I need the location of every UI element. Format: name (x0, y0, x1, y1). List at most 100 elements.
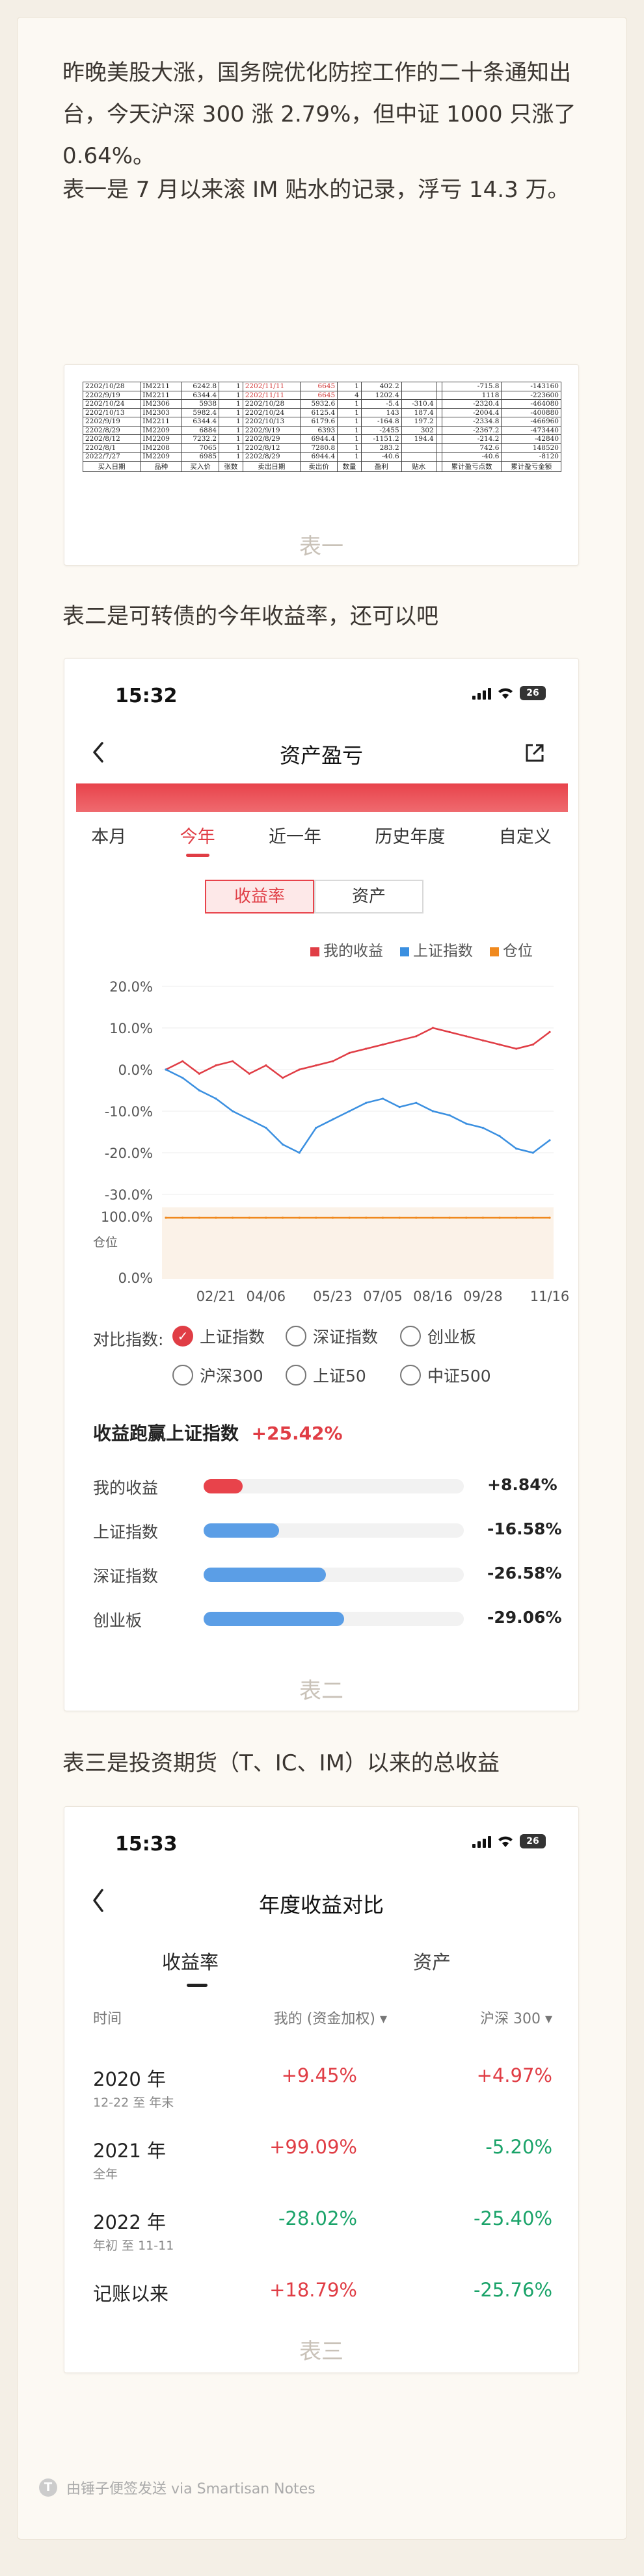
table-cell: -2455 (360, 425, 402, 435)
series-line-0 (165, 1027, 550, 1079)
x-tick-label: 05/23 (313, 1289, 353, 1304)
seg-assets[interactable]: 资产 (314, 880, 423, 913)
bar-label: 我的收益 (93, 1479, 159, 1497)
status-time: 15:32 (115, 685, 178, 707)
sort-icon: ▾ (544, 2011, 552, 2027)
table-cell (435, 408, 442, 417)
table-cell: 品种 (140, 460, 182, 472)
series-point-0 (431, 1027, 435, 1029)
bar-track (204, 1568, 464, 1582)
tab-last-year[interactable]: 近一年 (268, 827, 321, 847)
tab-this-month[interactable]: 本月 (91, 827, 127, 847)
option-csi300[interactable]: 沪深300 (172, 1363, 263, 1387)
battery-icon: 26 (520, 1834, 546, 1848)
table-cell: 5982.4 (181, 408, 220, 417)
table-cell: 2202/8/29 (242, 434, 301, 444)
back-icon[interactable] (90, 1887, 106, 1913)
option-chinext[interactable]: 创业板 (400, 1324, 476, 1348)
seg-return-rate[interactable]: 收益率 (205, 880, 314, 913)
table-cell: 2202/8/29 (82, 425, 141, 435)
series-point-2 (498, 1216, 501, 1219)
table-cell: 302 (401, 425, 436, 435)
table-cell: 数量 (337, 460, 362, 472)
table-row: 2202/9/19 IM2211 6344.4 1 2202/10/13 6179.6 1-… (82, 417, 561, 427)
tab-return-rate[interactable]: 收益率 (162, 1951, 219, 1973)
option-sse50[interactable]: 上证50 (286, 1363, 366, 1387)
table-cell: IM2303 (140, 408, 182, 417)
y-tick-label: -30.0% (105, 1187, 153, 1203)
table-cell: 1 (337, 425, 362, 435)
table-cell: -310.4 (401, 399, 436, 409)
series-point-0 (298, 1068, 301, 1071)
tab-custom[interactable]: 自定义 (498, 827, 552, 847)
header-banner (76, 783, 568, 812)
bar-fill (204, 1568, 326, 1582)
share-icon[interactable] (524, 742, 546, 764)
col-mine[interactable]: 我的 (资金加权) ▾ (273, 2011, 387, 2027)
series-point-2 (265, 1216, 267, 1219)
table-cell: 2202/10/28 (82, 382, 141, 391)
table-cell: 2202/11/11 (242, 390, 301, 400)
table-cell: 张数 (219, 460, 243, 472)
table-cell: 2202/9/19 (82, 390, 141, 400)
return-chart: 20.0% 10.0% 0.0% -10.0% -20.0% -30.0% 100.0% 0.… (93, 979, 570, 1304)
paragraph-table2-intro: 表二是可转债的今年收益率，还可以吧 (62, 603, 438, 629)
comparison-bar-row: 我的收益 +8.84% (93, 1471, 557, 1497)
table-cell: -715.8 (441, 382, 502, 391)
row-mine: +18.79% (269, 2279, 357, 2301)
table-cell: 6179.6 (299, 417, 338, 427)
series-point-2 (248, 1216, 250, 1219)
tab-history[interactable]: 历史年度 (375, 827, 446, 847)
footer-text[interactable]: 由锤子便签发送 via Smartisan Notes (66, 2481, 315, 2497)
series-point-1 (165, 1068, 167, 1071)
im-trade-table: 2202/10/28 IM2211 6242.8 1 2202/11/11 6645 1 40… (82, 382, 561, 473)
row-year: 记账以来 (93, 2283, 169, 2305)
table-cell: 2202/10/24 (82, 399, 141, 409)
table-cell: 6125.4 (299, 408, 338, 417)
table-cell: 1 (219, 452, 243, 462)
table-cell: 6944.4 (299, 452, 338, 462)
table-cell: -5.4 (360, 399, 402, 409)
comparison-bar-row: 上证指数 -16.58% (93, 1516, 562, 1542)
signal-icon (472, 687, 491, 700)
option-sse-index[interactable]: ✓ 上证指数 (172, 1324, 265, 1348)
y-tick-label: -10.0% (105, 1104, 153, 1120)
series-point-0 (448, 1031, 451, 1033)
option-csi500[interactable]: 中证500 (400, 1363, 491, 1387)
year-row: 2022 年 年初 至 11-11 -28.02% -25.40% (93, 2207, 552, 2259)
table-cell: 402.2 (360, 382, 402, 391)
series-point-1 (181, 1077, 184, 1079)
table-cell (435, 382, 442, 391)
series-point-1 (331, 1118, 334, 1121)
table-cell: 2202/11/11 (242, 382, 301, 391)
tab-this-year[interactable]: 今年 (180, 822, 215, 857)
status-icons: 26 (472, 1834, 546, 1848)
tab-assets[interactable]: 资产 (413, 1951, 451, 1973)
table-cell: 1 (337, 443, 362, 453)
series-point-2 (181, 1216, 184, 1219)
table-cell: 1 (219, 390, 243, 400)
table-cell: 1 (337, 417, 362, 427)
battery-icon: 26 (520, 686, 546, 700)
bar-track (204, 1612, 464, 1626)
x-tick-label: 11/16 (530, 1289, 570, 1304)
compare-label: 对比指数: (93, 1330, 164, 1349)
back-icon[interactable] (90, 741, 106, 764)
table-cell: 卖出价 (299, 460, 338, 472)
table-cell (435, 390, 442, 400)
table-cell: 1 (337, 399, 362, 409)
option-szse-index[interactable]: 深证指数 (286, 1324, 378, 1348)
table-cell: 4 (337, 390, 362, 400)
series-point-2 (531, 1216, 534, 1219)
series-point-1 (281, 1143, 284, 1146)
col-index[interactable]: 沪深 300 ▾ (479, 2011, 552, 2027)
bar-value: -26.58% (487, 1564, 562, 1583)
table-cell: 2202/10/24 (242, 408, 301, 417)
series-point-1 (398, 1106, 401, 1109)
series-point-0 (315, 1064, 317, 1067)
table-cell: 1202.4 (360, 390, 402, 400)
paragraph-table3-intro: 表三是投资期货（T、IC、IM）以来的总收益 (62, 1750, 500, 1776)
series-point-0 (515, 1047, 518, 1050)
status-icons: 26 (472, 686, 546, 700)
table-cell: 6645 (299, 382, 338, 391)
